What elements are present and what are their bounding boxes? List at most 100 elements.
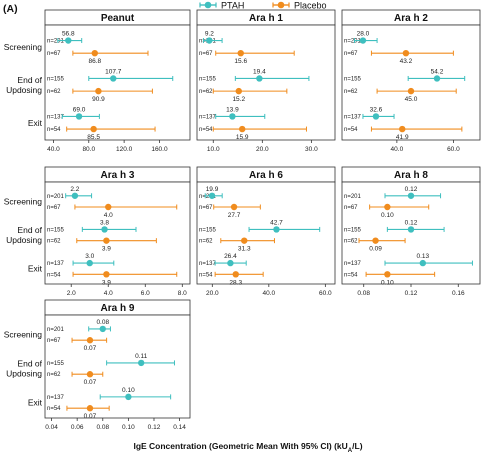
placebo-n-label: n=67 [199,205,213,211]
x-tick-label: 0.06 [71,424,84,431]
ptah-mean-point [125,393,132,401]
x-tick-label: 30.0 [305,146,318,153]
legend-label-1: Placebo [294,1,327,11]
ptah-value-label: 32.6 [370,106,383,113]
placebo-n-label: n=67 [199,51,213,57]
placebo-n-label: n=54 [344,127,358,133]
ptah-value-label: 28.0 [357,31,370,38]
placebo-value-label: 85.5 [87,134,100,141]
row-label: Exit [28,118,43,128]
placebo-mean-point [90,125,97,133]
legend: PTAH Placebo [199,1,327,11]
x-tick-label: 120.0 [116,146,133,153]
placebo-n-label: n=54 [199,127,213,133]
x-tick-label: 6.0 [141,290,150,297]
legend-dot-0 [204,1,212,9]
placebo-value-label: 43.2 [400,58,413,65]
panel-title: Ara h 8 [394,170,428,181]
placebo-value-label: 31.3 [238,246,251,253]
row-label: End of [17,225,42,235]
ptah-n-label: n=137 [47,114,65,120]
placebo-n-label: n=62 [47,372,61,378]
ptah-value-label: 3.8 [100,219,109,226]
placebo-value-label: 86.8 [88,58,101,65]
placebo-mean-point [230,203,238,211]
x-axis-title: IgE Concentration (Geometric Mean With 9… [133,441,362,452]
x-tick-label: 40.0 [391,146,404,153]
ptah-mean-point [273,226,280,233]
panel-title: Ara h 9 [101,303,135,314]
placebo-mean-point [232,271,239,278]
row-label: Exit [28,264,43,274]
panel-title: Peanut [101,13,135,24]
plot-frame [196,181,336,285]
ptah-mean-point [71,192,79,199]
row-label: Updosing [6,369,42,379]
placebo-mean-point [399,125,406,133]
placebo-n-label: n=54 [47,127,61,133]
row-label: Updosing [6,235,42,245]
ptah-value-label: 19.9 [206,186,219,193]
x-tick-label: 10.0 [207,146,220,153]
ptah-mean-point [359,37,367,44]
ptah-mean-point [407,226,415,233]
placebo-value-label: 0.07 [84,379,97,386]
ptah-value-label: 0.10 [122,387,135,394]
ptah-n-label: n=155 [47,227,65,233]
x-tick-label: 0.08 [96,424,109,431]
placebo-n-label: n=62 [344,239,358,245]
panel-ara-h-8: Ara h 8 n=201 0.12 n=67 0.10 n=155 0.12 n=62 0.0… [341,166,481,297]
ptah-mean-point [407,192,415,199]
plot-frame [44,24,191,141]
placebo-mean-point [407,87,415,95]
ptah-value-label: 56.8 [62,31,75,38]
panel-ara-h-1: Ara h 1n=2019.2n=6715.6n=15519.4n=6215.2… [196,9,336,153]
placebo-mean-point [103,237,110,244]
ptah-value-label: 19.4 [253,68,266,75]
ptah-value-label: 0.11 [135,353,148,360]
ptah-n-label: n=201 [47,39,65,45]
placebo-value-label: 28.3 [229,279,242,286]
plot-frame [44,181,191,285]
ptah-mean-point [206,37,213,44]
x-tick-label: 0.12 [405,290,418,297]
row-label: Screening [4,42,43,52]
ptah-n-label: n=155 [199,76,217,82]
placebo-value-label: 41.9 [396,134,409,141]
placebo-mean-point [237,49,244,57]
placebo-mean-point [239,125,246,133]
ptah-n-label: n=201 [47,194,65,200]
legend-dot-1 [277,1,285,9]
ptah-n-label: n=137 [199,114,217,120]
placebo-value-label: 0.10 [381,279,394,286]
x-tick-label: 0.10 [122,424,135,431]
ptah-value-label: 2.2 [70,186,79,193]
placebo-value-label: 15.2 [232,96,245,103]
placebo-mean-point [372,237,379,244]
placebo-value-label: 3.9 [102,279,111,286]
x-tick-label: 160.0 [151,146,168,153]
ptah-n-label: n=155 [47,76,65,82]
ptah-n-label: n=155 [199,227,217,233]
placebo-mean-point [91,49,98,57]
x-axis-title-end: /L) [352,441,363,451]
placebo-n-label: n=67 [47,51,61,57]
ptah-mean-point [86,259,93,267]
placebo-mean-point [86,405,94,412]
x-tick-label: 0.16 [452,290,465,297]
ptah-value-label: 0.13 [416,253,429,260]
legend-label-0: PTAH [221,1,244,11]
placebo-value-label: 0.07 [84,413,97,420]
ptah-mean-point [372,113,380,120]
row-label: Screening [4,196,43,206]
ptah-n-label: n=201 [47,327,65,333]
x-tick-label: 60.0 [319,290,332,297]
placebo-mean-point [103,271,110,278]
x-tick-label: 80.0 [82,146,95,153]
plot-frame [196,24,336,141]
